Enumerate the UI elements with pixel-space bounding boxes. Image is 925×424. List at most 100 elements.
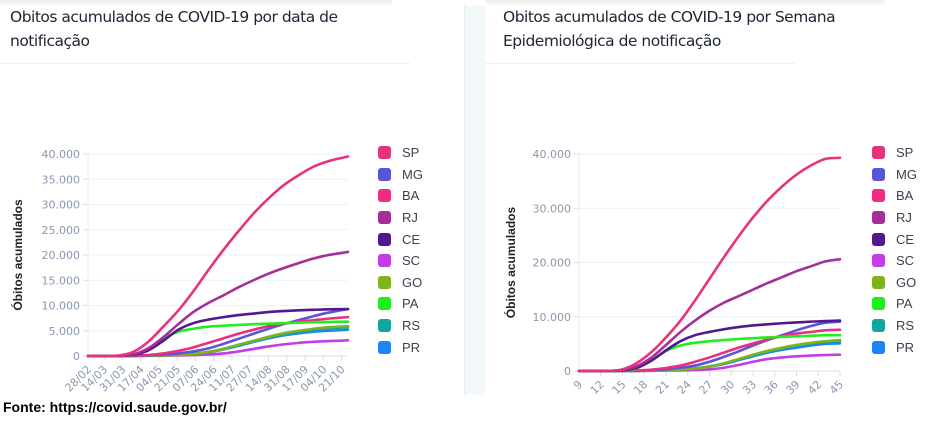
x-tick-label: 9 (571, 378, 585, 392)
legend-label: MG (402, 166, 423, 182)
legend-item-pa[interactable]: PA (872, 293, 917, 315)
legend-item-go[interactable]: GO (378, 272, 423, 294)
legend-label: SP (402, 145, 420, 161)
x-tick-label: 33 (740, 378, 759, 397)
right-chart-legend: SP MG BA RJ CE SC GO PA RS PR (872, 142, 917, 358)
source-caption: Fonte: https://covid.saude.gov.br/ (3, 399, 227, 415)
y-tick-label: 0 (73, 350, 80, 363)
legend-swatch (378, 340, 391, 354)
y-tick-label: 40.000 (533, 148, 572, 161)
legend-swatch (378, 275, 391, 289)
legend-label: PR (896, 339, 915, 355)
right-title-divider (485, 63, 795, 64)
legend-item-pr[interactable]: PR (378, 336, 423, 358)
legend-swatch (378, 254, 391, 268)
legend-swatch (872, 211, 885, 225)
legend-label: SP (896, 145, 914, 161)
legend-item-sc[interactable]: SC (872, 250, 917, 272)
legend-swatch (378, 297, 391, 311)
legend-label: SC (896, 253, 915, 269)
x-tick-label: 45 (827, 378, 846, 397)
y-tick-label: 0 (564, 365, 571, 378)
legend-label: PR (402, 339, 421, 355)
legend-label: PA (402, 296, 419, 312)
legend-item-rj[interactable]: RJ (378, 207, 423, 229)
legend-swatch (378, 189, 391, 203)
legend-label: RS (896, 318, 915, 334)
x-tick-label: 42 (805, 378, 824, 397)
legend-item-sc[interactable]: SC (378, 250, 423, 272)
legend-label: RJ (402, 210, 418, 226)
legend-item-ce[interactable]: CE (378, 228, 423, 250)
y-tick-label: 30.000 (42, 199, 81, 212)
legend-item-mg[interactable]: MG (872, 164, 917, 186)
legend-label: RS (402, 318, 421, 334)
legend-item-pa[interactable]: PA (378, 293, 423, 315)
legend-item-sp[interactable]: SP (378, 142, 423, 164)
series-line-sp (86, 155, 350, 358)
series-line-rj (577, 257, 842, 373)
legend-swatch (378, 146, 391, 160)
legend-label: RJ (896, 210, 912, 226)
legend-swatch (872, 146, 885, 160)
legend-swatch (872, 340, 885, 354)
legend-label: BA (402, 188, 420, 204)
x-tick-label: 27 (697, 378, 716, 397)
left-chart-legend: SP MG BA RJ CE SC GO PA RS PR (378, 142, 423, 358)
y-axis-title: Óbitos acumulados (10, 199, 25, 311)
legend-label: CE (402, 231, 421, 247)
legend-swatch (872, 254, 885, 268)
y-tick-label: 15.000 (42, 274, 81, 287)
legend-swatch (378, 167, 391, 181)
y-tick-label: 30.000 (533, 202, 572, 215)
legend-item-mg[interactable]: MG (378, 164, 423, 186)
legend-swatch (872, 189, 885, 203)
legend-label: SC (402, 253, 421, 269)
panel-top-shadow (485, 0, 885, 6)
legend-item-go[interactable]: GO (872, 272, 917, 294)
left-chart-title: Obitos acumulados de COVID-19 por data d… (10, 8, 338, 50)
series-line-rj (86, 250, 350, 358)
legend-item-ba[interactable]: BA (872, 185, 917, 207)
legend-swatch (378, 319, 391, 333)
legend-label: GO (896, 274, 917, 290)
legend-item-rs[interactable]: RS (872, 315, 917, 337)
legend-item-rj[interactable]: RJ (872, 207, 917, 229)
y-axis-title: Óbitos acumulados (503, 207, 518, 319)
legend-item-ce[interactable]: CE (872, 228, 917, 250)
legend-swatch (872, 275, 885, 289)
legend-swatch (872, 319, 885, 333)
y-tick-label: 10.000 (42, 300, 81, 313)
legend-item-sp[interactable]: SP (872, 142, 917, 164)
x-tick-label: 18 (631, 378, 650, 397)
legend-swatch (872, 297, 885, 311)
legend-item-rs[interactable]: RS (378, 315, 423, 337)
legend-item-ba[interactable]: BA (378, 185, 423, 207)
y-tick-label: 20.000 (42, 249, 81, 262)
x-tick-label: 39 (784, 378, 803, 397)
legend-label: GO (402, 274, 423, 290)
left-title-divider (0, 63, 410, 64)
y-tick-label: 10.000 (533, 311, 572, 324)
y-tick-label: 5.000 (49, 325, 81, 338)
y-tick-label: 20.000 (533, 257, 572, 270)
y-tick-label: 35.000 (42, 173, 81, 186)
legend-swatch (872, 232, 885, 246)
legend-item-pr[interactable]: PR (872, 336, 917, 358)
x-tick-label: 30 (718, 378, 737, 397)
legend-label: PA (896, 296, 913, 312)
right-chart-title: Obitos acumulados de COVID-19 por Semana… (503, 8, 836, 50)
legend-label: BA (896, 188, 914, 204)
legend-swatch (378, 211, 391, 225)
x-tick-label: 36 (762, 378, 781, 397)
y-tick-label: 25.000 (42, 224, 81, 237)
x-tick-label: 21 (653, 378, 672, 397)
x-tick-label: 15 (610, 378, 629, 397)
legend-label: CE (896, 231, 915, 247)
y-tick-label: 40.000 (42, 148, 81, 161)
series-line-sp (577, 156, 842, 373)
legend-label: MG (896, 166, 917, 182)
x-tick-label: 24 (675, 378, 694, 397)
